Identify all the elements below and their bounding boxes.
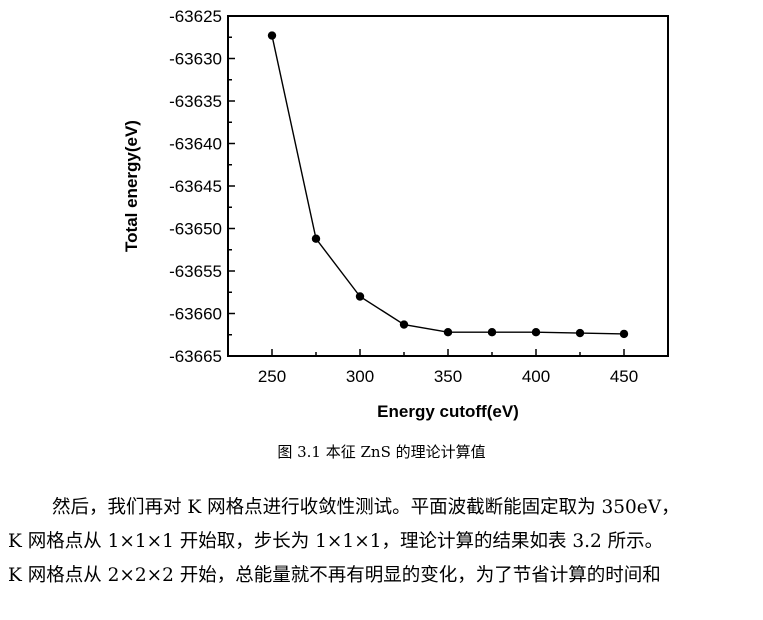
body-line-3: K 网格点从 2×2×2 开始，总能量就不再有明显的变化，为了节省计算的时间和: [8, 565, 661, 586]
x-tick-label: 350: [434, 367, 462, 386]
y-tick-label: -63650: [169, 220, 222, 239]
x-tick-label: 250: [258, 367, 286, 386]
y-tick-label: -63630: [169, 50, 222, 69]
y-tick-label: -63655: [169, 262, 222, 281]
data-point: [311, 234, 321, 243]
x-tick-label: 400: [522, 367, 550, 386]
y-tick-label: -63640: [169, 135, 222, 154]
data-point: [355, 292, 365, 301]
x-axis-ticks: 250 300 350 400 450: [227, 349, 669, 386]
plot-frame: [227, 15, 669, 357]
body-line-1: 然后，我们再对 K 网格点进行收敛性测试。平面波截断能固定取为 350eV，: [52, 497, 680, 518]
y-tick-label: -63660: [169, 305, 222, 324]
data-point: [487, 328, 497, 337]
data-series: [267, 31, 629, 339]
data-point: [531, 328, 541, 337]
y-tick-label: -63645: [169, 177, 222, 196]
body-line-2: K 网格点从 1×1×1 开始取，步长为 1×1×1，理论计算的结果如表 3.2…: [8, 531, 664, 552]
body-paragraph: 然后，我们再对 K 网格点进行收敛性测试。平面波截断能固定取为 350eV， K…: [8, 491, 758, 593]
figure-caption: 图 3.1 本征 ZnS 的理论计算值: [277, 443, 486, 461]
data-point: [399, 320, 409, 329]
data-point: [443, 328, 453, 337]
y-axis-label: Total energy(eV): [122, 120, 141, 252]
series-line: [271, 35, 625, 335]
y-axis-ticks: -63625 -63630 -63635 -63640 -63645 -63650 -636…: [169, 7, 235, 366]
data-point: [619, 329, 629, 339]
y-tick-label: -63625: [169, 7, 222, 26]
energy-cutoff-chart: -63625 -63630 -63635 -63640 -63645 -63650 -636…: [122, 7, 669, 421]
x-tick-label: 450: [610, 367, 638, 386]
x-tick-label: 300: [346, 367, 374, 386]
data-point: [267, 31, 277, 40]
y-tick-label: -63635: [169, 92, 222, 111]
y-tick-label: -63665: [169, 347, 222, 366]
data-point: [575, 328, 585, 338]
plot-border: [227, 15, 669, 357]
x-axis-label: Energy cutoff(eV): [377, 402, 519, 421]
